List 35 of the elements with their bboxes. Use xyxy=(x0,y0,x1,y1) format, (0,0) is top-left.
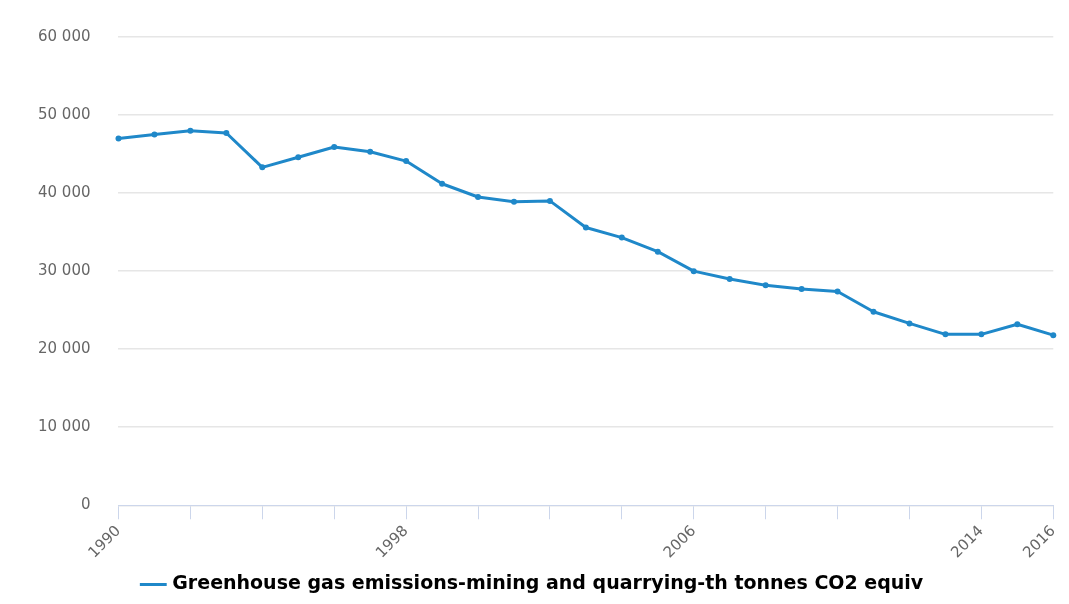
y-tick-label: 40 000 xyxy=(37,182,91,201)
point xyxy=(546,197,553,204)
point xyxy=(906,320,913,327)
point xyxy=(582,224,589,231)
point xyxy=(510,198,517,205)
point xyxy=(942,331,949,338)
point xyxy=(367,148,374,155)
point xyxy=(475,194,482,200)
point xyxy=(618,234,625,241)
y-tick-label: 10 000 xyxy=(37,417,91,436)
point xyxy=(295,154,302,161)
point xyxy=(654,248,661,255)
point xyxy=(1014,321,1021,328)
point xyxy=(403,158,410,165)
point xyxy=(834,288,841,295)
y-tick-label: 0 xyxy=(80,495,91,514)
point xyxy=(870,308,877,315)
y-tick-label: 20 000 xyxy=(37,339,91,358)
point xyxy=(798,286,805,293)
point xyxy=(762,282,769,289)
point xyxy=(187,127,194,134)
point xyxy=(978,331,985,338)
point xyxy=(115,135,122,142)
point xyxy=(331,144,338,151)
legend-label: Greenhouse gas emissions-mining and quarrying-th tonnes CO2 equiv xyxy=(172,571,924,594)
y-tick-label: 60 000 xyxy=(37,26,91,45)
y-tick-label: 30 000 xyxy=(37,261,91,280)
point xyxy=(690,268,697,275)
point xyxy=(1050,332,1057,339)
point xyxy=(259,164,266,171)
point xyxy=(726,275,733,282)
point xyxy=(439,180,446,187)
y-tick-label: 50 000 xyxy=(37,104,91,123)
point xyxy=(151,131,158,138)
point xyxy=(223,130,230,136)
